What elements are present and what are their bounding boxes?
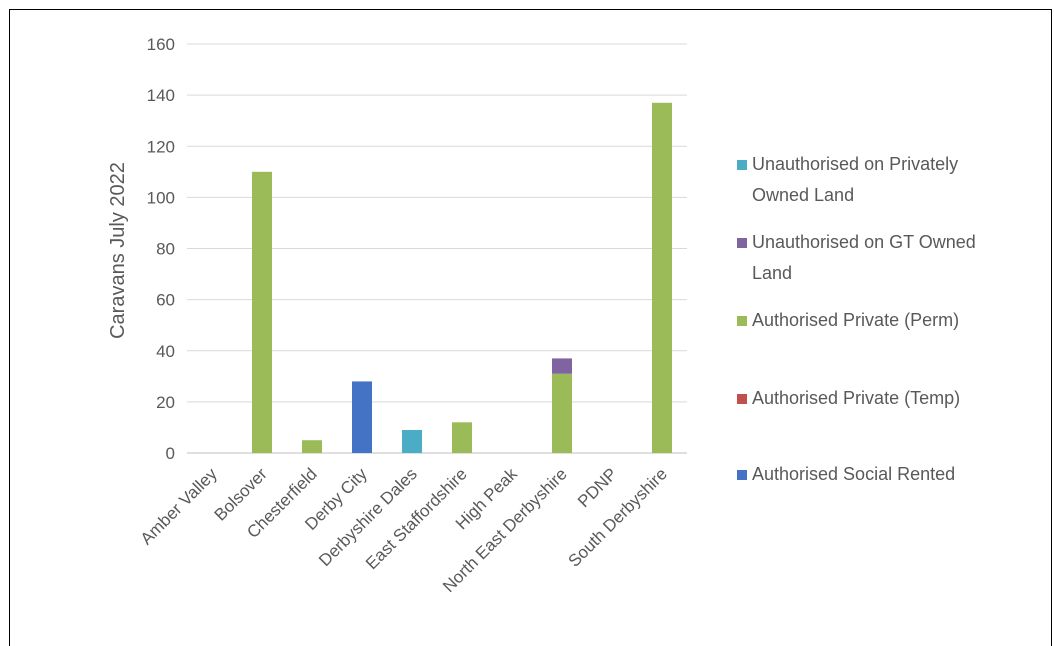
y-tick-label: 0 <box>166 444 175 463</box>
y-tick-label: 100 <box>147 188 175 207</box>
legend-swatch <box>737 160 747 170</box>
y-tick-label: 120 <box>147 137 175 156</box>
x-tick-label: PDNP <box>574 464 621 511</box>
legend-swatch <box>737 394 747 404</box>
y-tick-label: 160 <box>147 35 175 54</box>
chart-frame <box>9 9 1052 646</box>
x-tick-label: Amber Valley <box>137 464 221 548</box>
y-axis-title: Caravans July 2022 <box>107 162 129 339</box>
bar-segment <box>552 358 572 374</box>
legend-label: Owned Land <box>752 185 854 205</box>
legend-label: Unauthorised on GT Owned <box>752 232 976 252</box>
legend-label: Authorised Private (Temp) <box>752 388 960 408</box>
y-tick-labels: 0 20 40 60 80 100 120 140 160 <box>147 35 175 463</box>
legend-swatch <box>737 470 747 480</box>
y-tick-label: 80 <box>156 240 175 259</box>
legend-label: Authorised Social Rented <box>752 464 955 484</box>
bar-segment <box>352 381 372 453</box>
y-tick-label: 40 <box>156 342 175 361</box>
bar-segment <box>402 429 422 453</box>
bar-segment <box>252 171 272 453</box>
bar-segment <box>302 440 322 453</box>
y-tick-label: 60 <box>156 291 175 310</box>
bars <box>252 102 672 453</box>
bar-segment <box>652 102 672 453</box>
legend-label: Authorised Private (Perm) <box>752 310 959 330</box>
legend: Unauthorised on Privately Owned Land Unaut… <box>737 154 976 484</box>
legend-swatch <box>737 316 747 326</box>
legend-swatch <box>737 238 747 248</box>
y-tick-label: 140 <box>147 86 175 105</box>
bar-segment <box>552 373 572 453</box>
y-tick-label: 20 <box>156 393 175 412</box>
legend-label: Unauthorised on Privately <box>752 154 958 174</box>
legend-label: Land <box>752 263 792 283</box>
bar-segment <box>452 422 472 453</box>
